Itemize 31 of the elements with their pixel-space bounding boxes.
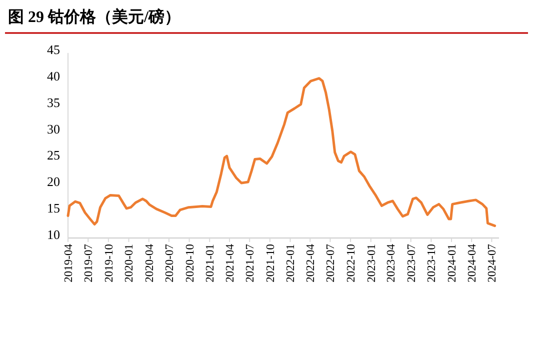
y-tick-label: 10	[47, 227, 60, 242]
x-tick-label: 2022-01	[285, 244, 298, 282]
x-tick-label: 2022-10	[346, 244, 358, 282]
x-tick-label: 2023-01	[366, 244, 378, 282]
x-tick-label: 2021-01	[204, 244, 217, 282]
x-tick-label: 2020-04	[144, 244, 156, 282]
y-tick-label: 45	[47, 42, 60, 57]
x-tick-label: 2021-07	[244, 244, 257, 282]
y-tick-label: 15	[47, 200, 60, 216]
x-tick-label: 2019-04	[63, 244, 75, 282]
x-tick-label: 2022-04	[305, 244, 318, 282]
x-tick-label: 2024-07	[486, 244, 499, 282]
y-tick-label: 40	[47, 68, 60, 84]
y-tick-label: 30	[47, 121, 60, 136]
x-tick-label: 2021-10	[264, 244, 277, 282]
x-tick-label: 2020-01	[124, 244, 136, 282]
y-tick-label: 35	[47, 94, 60, 110]
x-tick-label: 2019-10	[103, 244, 116, 282]
title: 图 29 钴价格（美元/磅）	[8, 9, 180, 26]
x-tick-label: 2023-07	[406, 244, 418, 282]
x-tick-label: 2020-07	[164, 244, 176, 282]
x-tick-label: 2020-10	[184, 244, 196, 282]
x-tick-label: 2019-07	[83, 244, 96, 282]
x-tick-label: 2023-10	[426, 244, 438, 282]
x-tick-label: 2021-04	[224, 244, 236, 282]
x-tick-label: 2024-01	[446, 244, 458, 282]
x-tick-label: 2022-07	[325, 244, 338, 282]
x-tick-label: 2023-04	[386, 244, 398, 282]
x-tick-label: 2024-04	[466, 244, 479, 282]
y-tick-label: 20	[47, 174, 60, 190]
y-tick-label: 25	[47, 148, 60, 163]
